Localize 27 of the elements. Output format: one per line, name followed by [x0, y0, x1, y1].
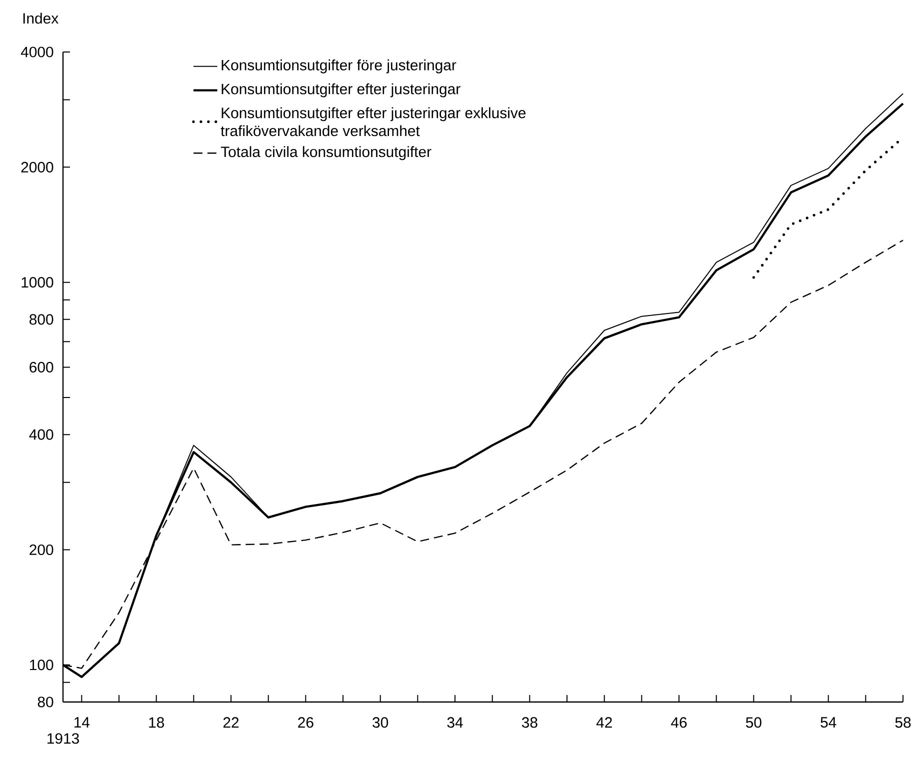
x-tick-label: 58: [895, 717, 911, 728]
y-tick-label: 600: [30, 362, 54, 372]
y-tick-label: 400: [29, 429, 54, 440]
y-tick-label: 200: [30, 544, 54, 556]
x-tick-label: 18: [149, 717, 164, 728]
x-tick-label: 54: [820, 717, 836, 728]
x-tick-label: 22: [223, 717, 239, 728]
y-tick-label: 4000: [20, 46, 54, 58]
x-tick-label: 14: [74, 717, 90, 728]
y-tick-label: 2000: [21, 162, 54, 172]
x-tick-label: 46: [671, 717, 687, 728]
text: 1913: [48, 733, 79, 744]
legend-label: Totala civila konsumtionsutgifter: [220, 146, 432, 160]
x-tick-label: 34: [447, 717, 463, 728]
y-tick-label: 100: [30, 660, 54, 670]
y-tick-label: 80: [38, 696, 54, 708]
y-tick-label: 1000: [22, 277, 54, 288]
x-tick-label: 26: [298, 717, 314, 728]
x-tick-label: 42: [596, 717, 612, 728]
legend-label: Konsumtionsutgifter före justeringar: [222, 59, 456, 74]
y-tick-label: 800: [30, 314, 54, 325]
legend-label: Konsumtionsutgifter efter justeringar: [222, 83, 460, 98]
x-tick-label: 50: [746, 717, 762, 728]
legend-label: Konsumtionsutgifter efter justeringar exklusive trafikövervakande verksamhet: [220, 107, 526, 136]
y-axis-title: Index: [23, 12, 58, 24]
x-tick-label: 30: [372, 717, 388, 728]
x-tick-label: 38: [522, 717, 538, 728]
